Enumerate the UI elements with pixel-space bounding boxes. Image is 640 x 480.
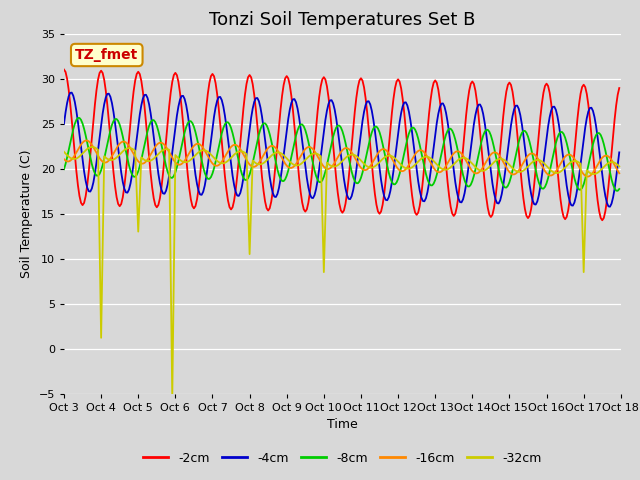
X-axis label: Time: Time [327,418,358,431]
Y-axis label: Soil Temperature (C): Soil Temperature (C) [20,149,33,278]
Title: Tonzi Soil Temperatures Set B: Tonzi Soil Temperatures Set B [209,11,476,29]
Text: TZ_fmet: TZ_fmet [75,48,138,62]
Legend: -2cm, -4cm, -8cm, -16cm, -32cm: -2cm, -4cm, -8cm, -16cm, -32cm [138,447,547,469]
